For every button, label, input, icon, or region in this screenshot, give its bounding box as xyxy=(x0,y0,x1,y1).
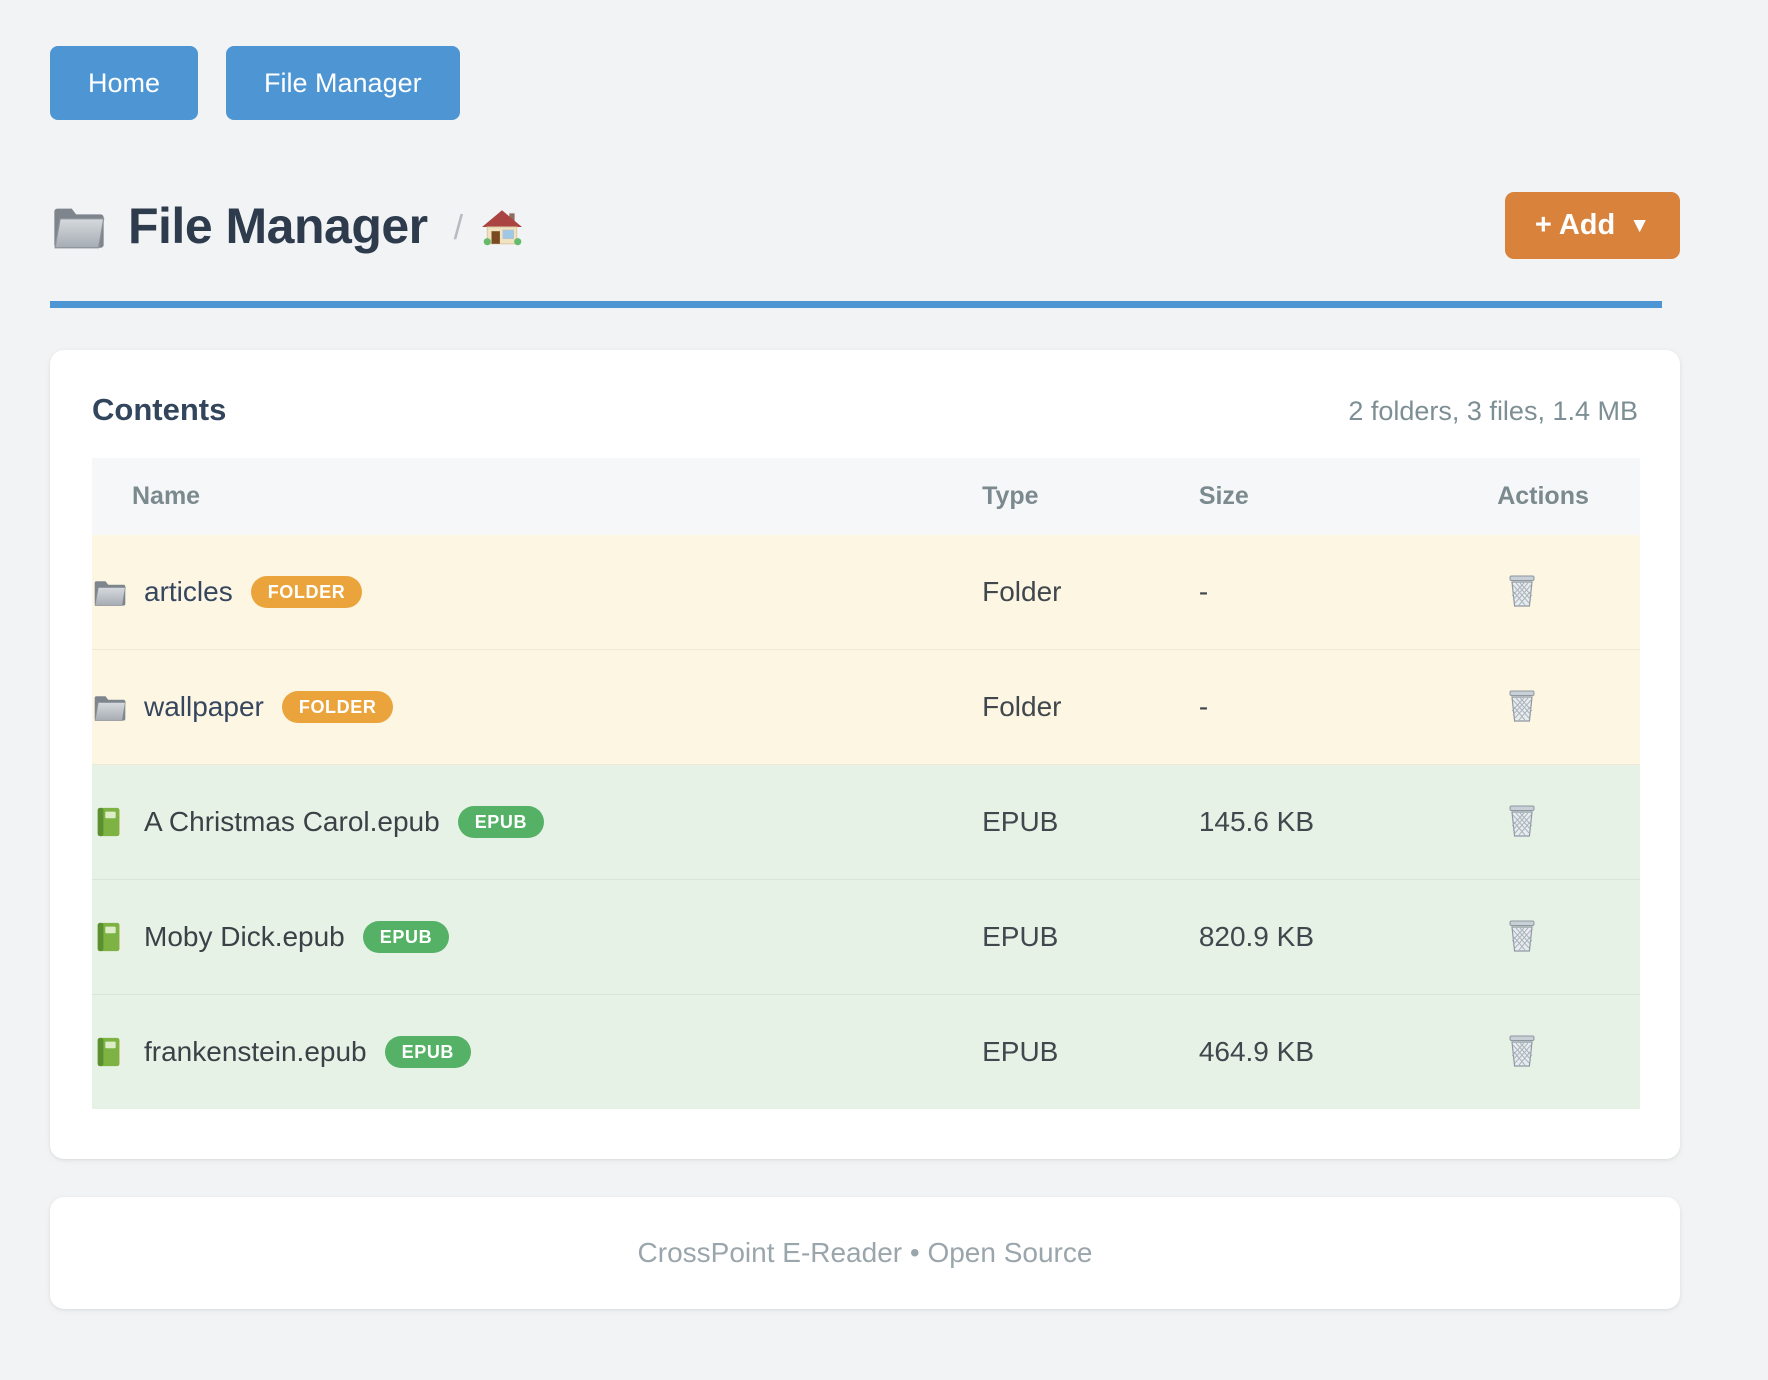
header-divider xyxy=(50,301,1662,308)
top-nav: Home File Manager xyxy=(50,46,1680,120)
file-size: 145.6 KB xyxy=(1198,764,1486,880)
file-type: EPUB xyxy=(982,764,1199,880)
file-size: - xyxy=(1198,649,1486,765)
file-size: 820.9 KB xyxy=(1198,879,1486,995)
type-badge: FOLDER xyxy=(281,691,394,723)
table-row[interactable]: wallpaper FOLDER Folder - xyxy=(92,649,1640,765)
nav-file-manager-button[interactable]: File Manager xyxy=(226,46,460,120)
contents-summary: 2 folders, 3 files, 1.4 MB xyxy=(1348,396,1638,426)
trash-icon xyxy=(1509,574,1535,607)
delete-button[interactable] xyxy=(1499,912,1545,963)
type-badge: FOLDER xyxy=(250,576,363,608)
page-title: File Manager xyxy=(128,197,428,254)
folder-icon xyxy=(92,690,128,724)
file-type: Folder xyxy=(982,576,1062,607)
file-type: Folder xyxy=(982,649,1199,765)
file-name[interactable]: A Christmas Carol.epub xyxy=(144,806,440,837)
file-size: - xyxy=(1198,576,1209,607)
home-icon xyxy=(481,209,523,246)
trash-icon xyxy=(1509,919,1535,952)
type-badge: EPUB xyxy=(457,806,545,838)
footer-card: CrossPoint E-Reader • Open Source xyxy=(50,1197,1680,1309)
book-icon xyxy=(92,1035,128,1069)
book-icon xyxy=(92,920,128,954)
trash-icon xyxy=(1509,804,1535,837)
delete-button[interactable] xyxy=(1499,682,1545,733)
folder-icon xyxy=(92,575,128,609)
nav-home-button[interactable]: Home xyxy=(50,46,199,120)
delete-button[interactable] xyxy=(1499,797,1545,848)
file-type: EPUB xyxy=(982,994,1199,1109)
page-header: File Manager / + Add ▼ xyxy=(50,192,1680,259)
file-size: 464.9 KB xyxy=(1198,994,1486,1109)
column-header-type: Type xyxy=(982,482,1039,510)
contents-card: Contents 2 folders, 3 files, 1.4 MB Name… xyxy=(50,350,1680,1159)
table-row[interactable]: A Christmas Carol.epub EPUB EPUB 145.6 K… xyxy=(92,764,1640,880)
footer-text: CrossPoint E-Reader • Open Source xyxy=(637,1237,1093,1268)
file-name[interactable]: articles xyxy=(144,576,233,607)
add-button[interactable]: + Add ▼ xyxy=(1504,192,1680,259)
table-row[interactable]: articles FOLDER Folder - xyxy=(92,535,1640,650)
chevron-down-icon: ▼ xyxy=(1629,214,1650,237)
column-header-size: Size xyxy=(1198,482,1249,510)
title-group: File Manager / xyxy=(50,197,523,255)
delete-button[interactable] xyxy=(1499,567,1545,618)
contents-heading: Contents xyxy=(92,392,227,427)
file-name[interactable]: wallpaper xyxy=(144,691,264,722)
type-badge: EPUB xyxy=(384,1036,472,1068)
table-row[interactable]: Moby Dick.epub EPUB EPUB 820.9 KB xyxy=(92,879,1640,995)
file-name[interactable]: frankenstein.epub xyxy=(144,1036,367,1067)
column-header-name: Name xyxy=(132,482,201,510)
add-button-label: + Add xyxy=(1534,209,1616,241)
table-row[interactable]: frankenstein.epub EPUB EPUB 464.9 KB xyxy=(92,994,1640,1109)
trash-icon xyxy=(1509,1034,1535,1067)
file-table: Name Type Size Actions articles FOLDER xyxy=(92,458,1640,1109)
table-header-row: Name Type Size Actions xyxy=(92,458,1640,535)
folder-icon xyxy=(53,207,105,248)
breadcrumb-separator: / xyxy=(453,209,464,247)
file-name[interactable]: Moby Dick.epub xyxy=(144,921,345,952)
book-icon xyxy=(92,805,128,839)
type-badge: EPUB xyxy=(362,921,450,953)
trash-icon xyxy=(1509,689,1535,722)
column-header-actions: Actions xyxy=(1497,482,1589,510)
file-table-body: articles FOLDER Folder - wallpaper FOLDE… xyxy=(92,535,1640,1109)
file-type: EPUB xyxy=(982,879,1199,995)
contents-card-header: Contents 2 folders, 3 files, 1.4 MB xyxy=(92,392,1640,428)
delete-button[interactable] xyxy=(1499,1027,1545,1078)
breadcrumb-home-link[interactable] xyxy=(481,206,523,253)
